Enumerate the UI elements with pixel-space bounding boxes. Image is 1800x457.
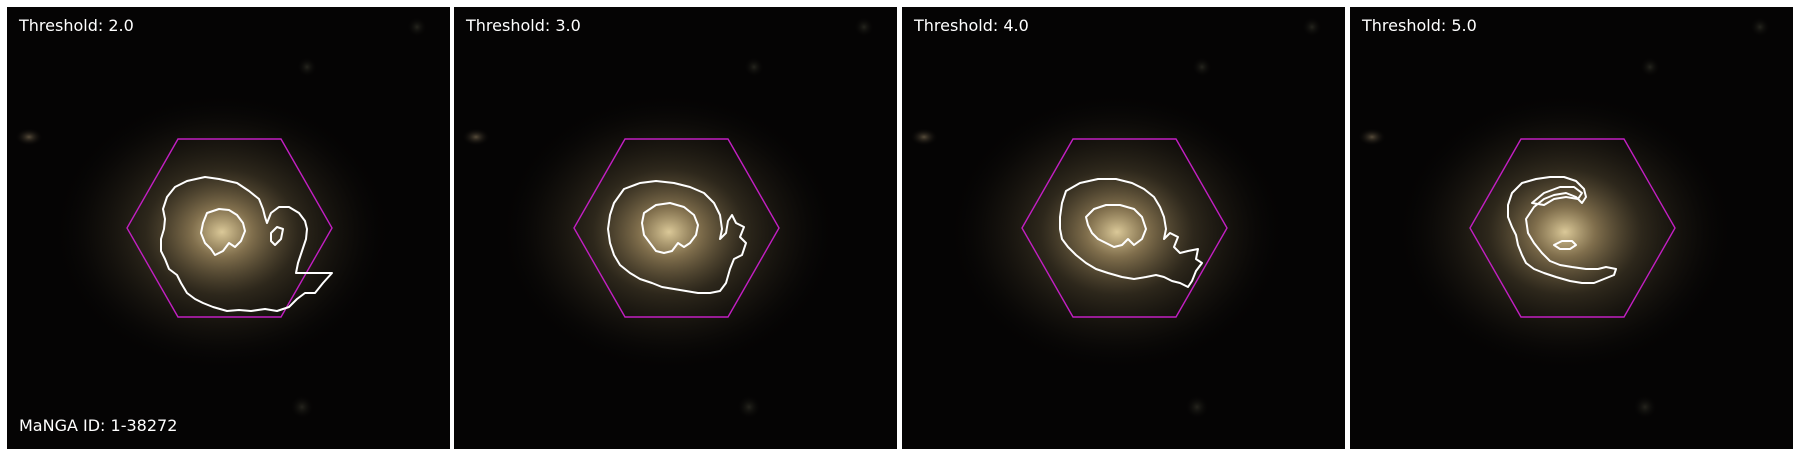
galaxy-image	[454, 7, 897, 449]
contour-outer	[160, 176, 333, 312]
contour-outer	[607, 180, 747, 294]
galaxy-image	[902, 7, 1345, 449]
contour-arm	[270, 226, 284, 246]
image-panel-threshold-3: Threshold: 3.0	[454, 7, 897, 449]
contour-outer	[1059, 178, 1203, 288]
ifu-hexagon	[126, 138, 333, 318]
manga-id-label: MaNGA ID: 1-38272	[19, 416, 178, 435]
contour-inner	[641, 202, 699, 254]
ifu-hexagon	[1469, 138, 1676, 318]
contour-inner	[200, 208, 246, 256]
galaxy-image	[7, 7, 450, 449]
contour-outer	[1507, 176, 1617, 284]
contour-inner-top	[1531, 186, 1583, 206]
threshold-label: Threshold: 4.0	[914, 16, 1029, 35]
contour-core	[1553, 240, 1577, 250]
image-panel-threshold-2: Threshold: 2.0 MaNGA ID: 1-38272	[7, 7, 450, 449]
threshold-label: Threshold: 2.0	[19, 16, 134, 35]
image-panel-threshold-5: Threshold: 5.0	[1350, 7, 1793, 449]
contour-inner	[1085, 204, 1147, 248]
ifu-hexagon	[573, 138, 780, 318]
image-panel-threshold-4: Threshold: 4.0	[902, 7, 1345, 449]
ifu-hexagon	[1021, 138, 1228, 318]
threshold-label: Threshold: 3.0	[466, 16, 581, 35]
galaxy-image	[1350, 7, 1793, 449]
threshold-label: Threshold: 5.0	[1362, 16, 1477, 35]
